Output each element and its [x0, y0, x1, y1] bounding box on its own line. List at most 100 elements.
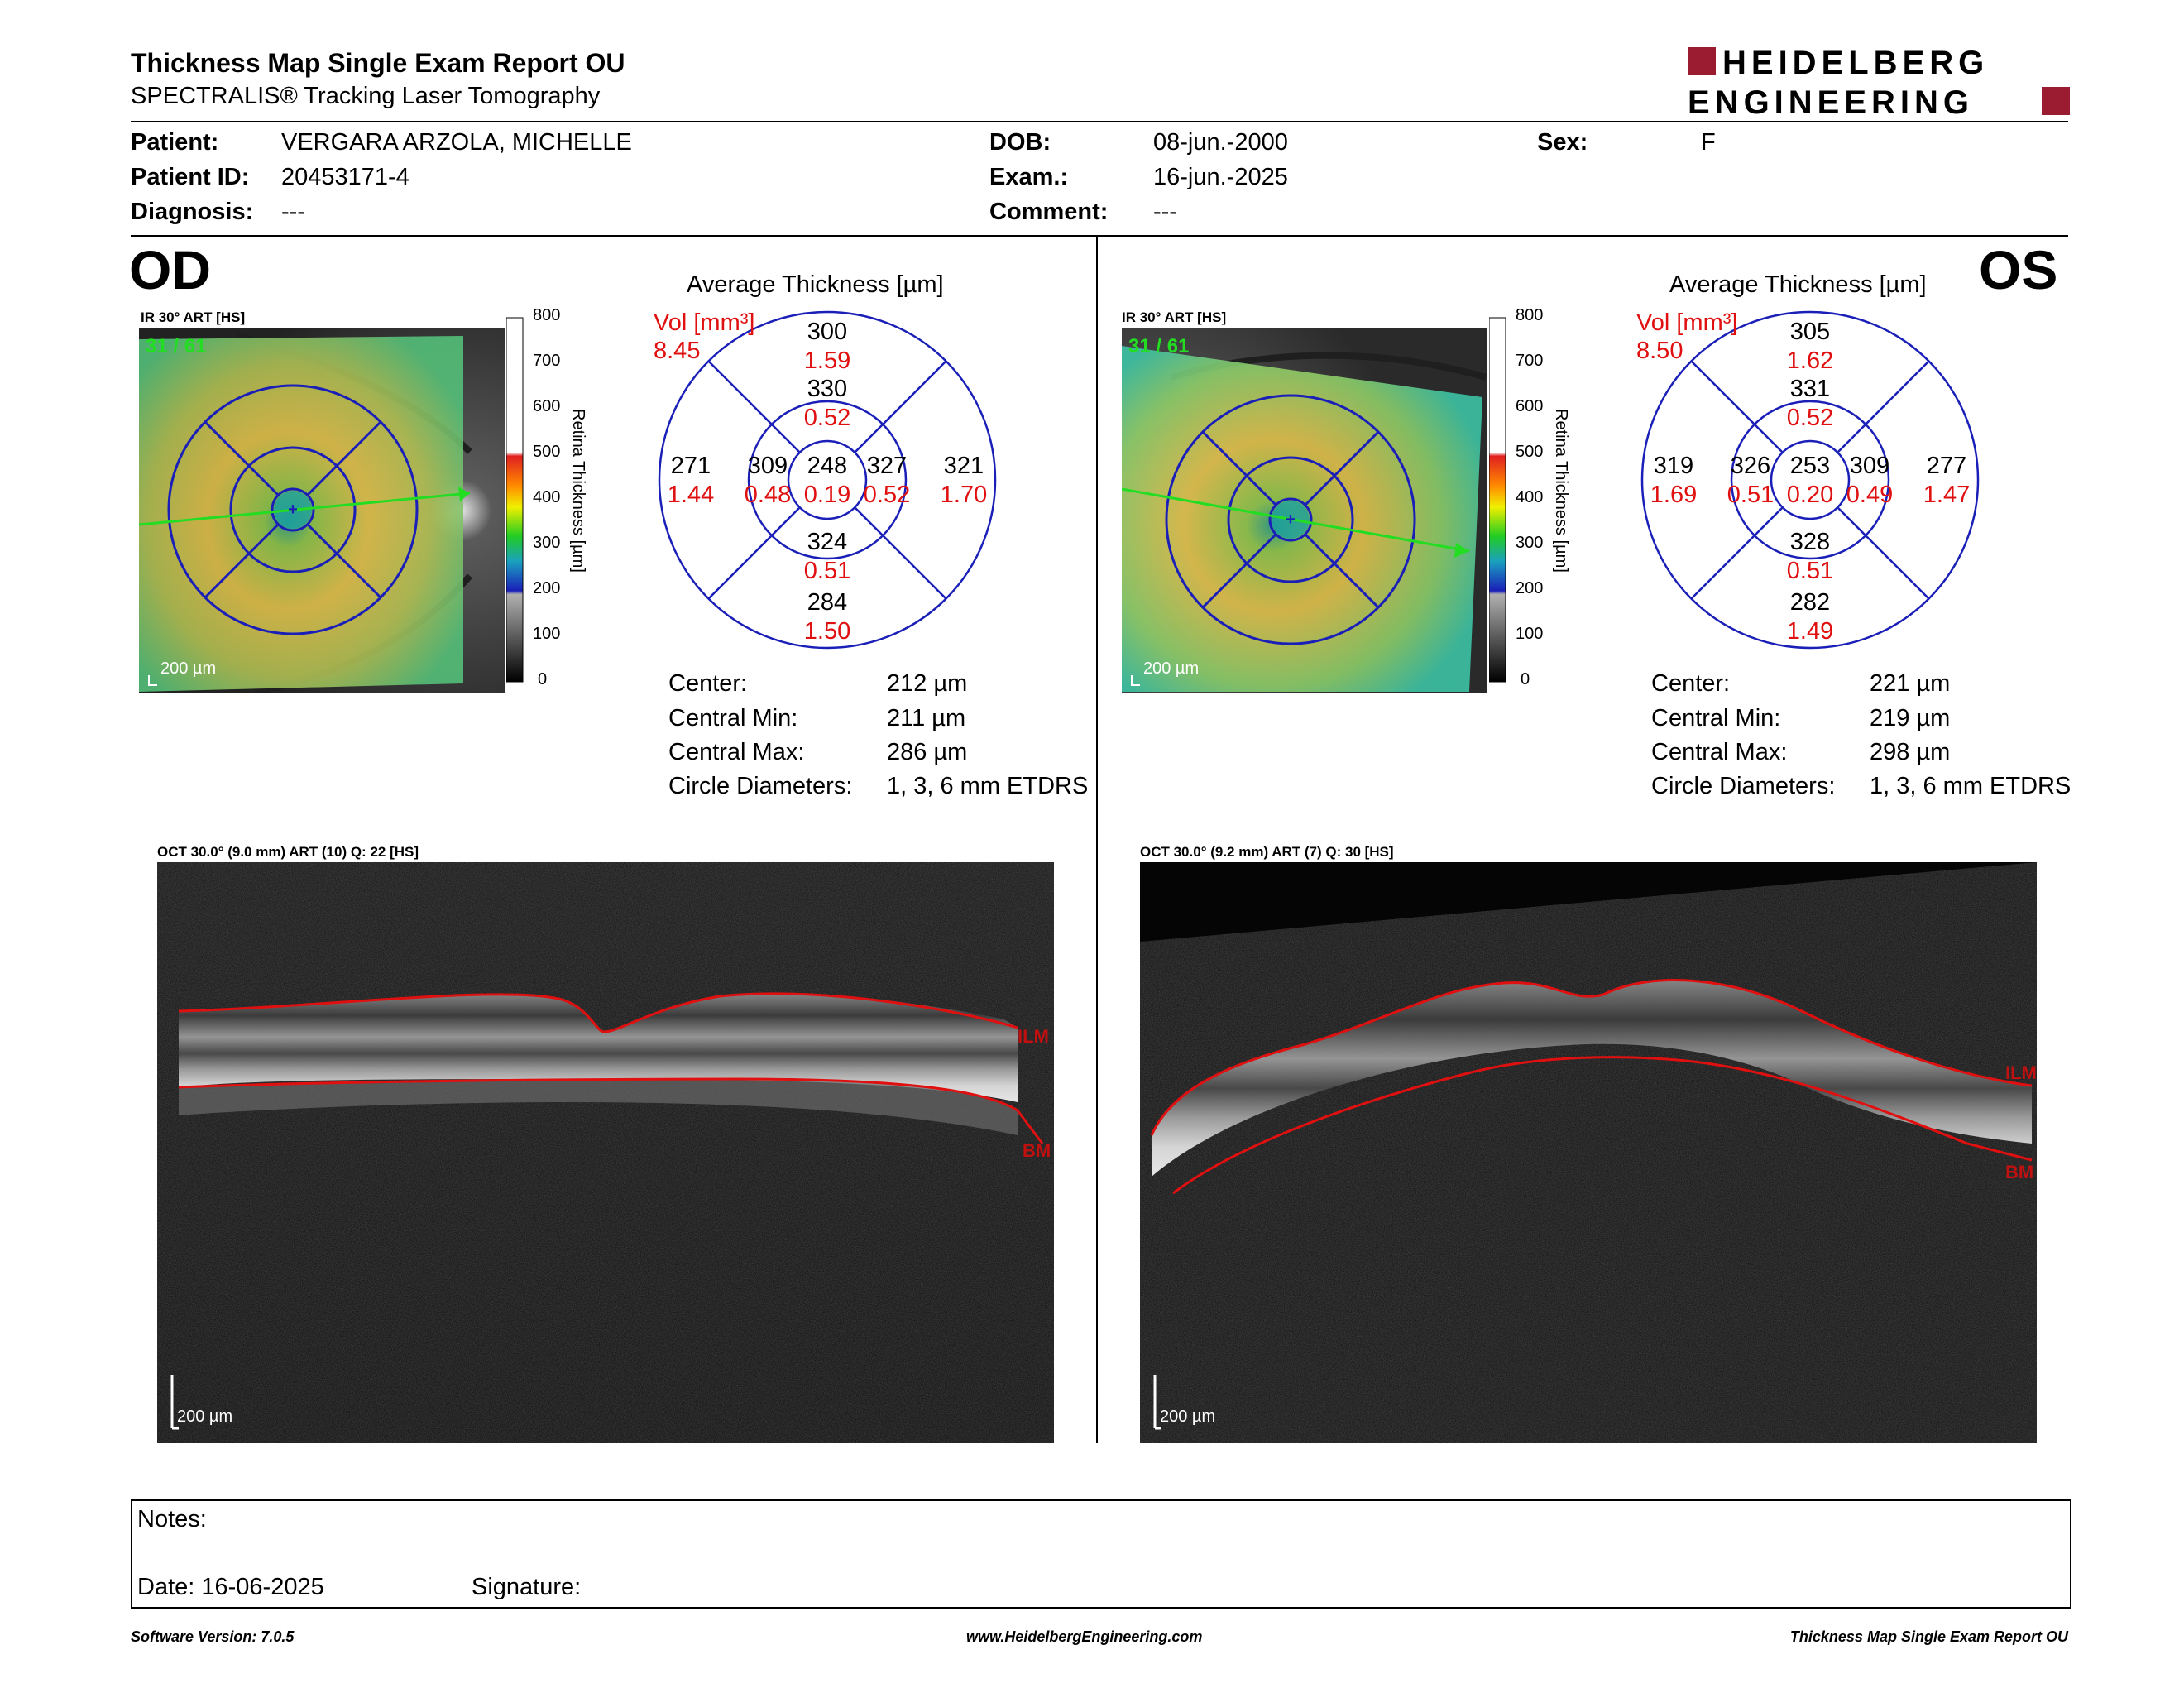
od-max-value: 286 µm — [887, 739, 968, 765]
od-diam-value: 1, 3, 6 mm ETDRS — [887, 773, 1089, 799]
diagnosis-label: Diagnosis: — [131, 199, 254, 225]
patient-id: 20453171-4 — [281, 164, 410, 190]
signature-label: Signature: — [472, 1574, 582, 1600]
od-outer-right-thick: 321 — [944, 453, 984, 479]
os-outer-left-vol: 1.69 — [1650, 482, 1697, 508]
report-title: Thickness Map Single Exam Report OU — [131, 48, 625, 78]
os-inner-right-vol: 0.49 — [1846, 482, 1893, 508]
od-center-value: 212 µm — [887, 670, 968, 697]
od-outer-sup-vol: 1.59 — [804, 348, 850, 374]
os-center-label: Center: — [1651, 670, 1731, 697]
os-ir-scale: 200 µm — [1143, 659, 1199, 678]
od-ilm-label: ILM — [1018, 1026, 1049, 1047]
patient-id-label: Patient ID: — [131, 164, 250, 190]
os-min-label: Central Min: — [1651, 705, 1781, 731]
notes-label: Notes: — [137, 1506, 207, 1532]
od-inner-inf-vol: 0.51 — [804, 558, 850, 584]
diagnosis-value: --- — [281, 199, 305, 225]
os-color-scale-bar — [1489, 317, 1506, 683]
exam-label: Exam.: — [989, 164, 1069, 190]
od-oct-scale: 200 µm — [177, 1407, 232, 1426]
od-ir-caption: IR 30° ART [HS] — [141, 309, 246, 325]
od-center-label: Center: — [668, 670, 748, 697]
od-outer-inf-thick: 284 — [807, 589, 847, 616]
od-min-value: 211 µm — [887, 705, 966, 731]
od-max-label: Central Max: — [668, 739, 805, 765]
os-diam-label: Circle Diameters: — [1651, 773, 1836, 799]
od-scale-ticks: 800 700 600 500 400 300 200 100 0 — [533, 306, 582, 688]
dob-value: 08-jun.-2000 — [1153, 129, 1288, 156]
od-total-volume: 8.45 — [654, 338, 701, 364]
patient-rule — [131, 235, 2068, 237]
od-outer-left-vol: 1.44 — [668, 482, 714, 508]
od-diam-label: Circle Diameters: — [668, 773, 853, 799]
os-outer-left-thick: 319 — [1654, 453, 1693, 479]
os-oct-scale: 200 µm — [1160, 1407, 1215, 1426]
os-outer-sup-thick: 305 — [1790, 319, 1830, 345]
sex-value: F — [1701, 129, 1716, 156]
os-outer-right-thick: 277 — [1927, 453, 1966, 479]
scale-tick: 200 — [1516, 579, 1544, 597]
od-outer-inf-vol: 1.50 — [804, 618, 850, 645]
os-max-value: 298 µm — [1870, 739, 1951, 765]
od-inner-sup-thick: 330 — [807, 376, 847, 402]
od-color-scale-bar — [506, 317, 524, 683]
os-inner-left-vol: 0.51 — [1727, 482, 1774, 508]
od-outer-sup-thick: 300 — [807, 319, 847, 345]
od-inner-left-vol: 0.48 — [745, 482, 791, 508]
os-etdrs-grid: 305 1.62 331 0.52 253 0.20 326 0.51 309 … — [1640, 310, 1980, 650]
os-inner-sup-vol: 0.52 — [1787, 405, 1833, 431]
od-inner-inf-thick: 324 — [807, 529, 847, 555]
os-ilm-label: ILM — [2005, 1062, 2037, 1083]
od-oct-caption: OCT 30.0° (9.0 mm) ART (10) Q: 22 [HS] — [157, 844, 419, 860]
date-label: Date: 16-06-2025 — [137, 1574, 324, 1600]
scale-tick: 600 — [533, 397, 561, 415]
od-inner-sup-vol: 0.52 — [804, 405, 850, 431]
comment-value: --- — [1153, 199, 1177, 225]
notes-box[interactable]: Notes: Date: 16-06-2025 Signature: — [131, 1499, 2071, 1609]
od-inner-right-thick: 327 — [867, 453, 907, 479]
od-etdrs-grid: 300 1.59 330 0.52 248 0.19 309 0.48 327 … — [658, 310, 997, 650]
header-rule — [131, 121, 2068, 122]
scale-tick: 800 — [1516, 306, 1544, 324]
scale-tick: 800 — [533, 306, 561, 324]
os-scale-ticks: 800 700 600 500 400 300 200 100 0 — [1516, 306, 1565, 688]
scale-tick: 0 — [538, 670, 548, 688]
os-frame-counter: 31 / 61 — [1128, 335, 1189, 357]
exam-value: 16-jun.-2025 — [1153, 164, 1288, 190]
od-ir-scale: 200 µm — [160, 659, 216, 678]
scale-tick: 500 — [1516, 443, 1544, 461]
os-outer-right-vol: 1.47 — [1923, 482, 1970, 508]
os-bm-label: BM — [2005, 1162, 2033, 1182]
od-inner-right-vol: 0.52 — [864, 482, 910, 508]
os-inner-right-thick: 309 — [1850, 453, 1889, 479]
svg-text:+: + — [288, 501, 298, 519]
patient-label: Patient: — [131, 129, 219, 156]
svg-text:+: + — [1286, 511, 1296, 529]
od-scale-title: Retina Thickness [µm] — [569, 409, 587, 573]
os-diam-value: 1, 3, 6 mm ETDRS — [1870, 773, 2071, 799]
os-inner-sup-thick: 331 — [1790, 376, 1830, 402]
scale-tick: 500 — [533, 443, 561, 461]
od-vol-label: Vol [mm³] — [654, 309, 755, 336]
footer-website[interactable]: www.HeidelbergEngineering.com — [966, 1628, 1203, 1645]
sex-label: Sex: — [1537, 129, 1588, 156]
os-avg-title: Average Thickness [µm] — [1669, 271, 1927, 298]
od-inner-left-thick: 309 — [748, 453, 788, 479]
os-max-label: Central Max: — [1651, 739, 1788, 765]
os-inner-inf-vol: 0.51 — [1787, 558, 1833, 584]
logo-line2: ENGINEERING — [1688, 84, 1974, 118]
os-vol-label: Vol [mm³] — [1636, 309, 1738, 336]
dob-label: DOB: — [989, 129, 1051, 156]
os-oct-bscan: ILM BM 200 µm — [1140, 862, 2037, 1443]
scale-tick: 600 — [1516, 397, 1544, 415]
os-outer-sup-vol: 1.62 — [1787, 348, 1833, 374]
od-outer-right-vol: 1.70 — [941, 482, 987, 508]
scale-tick: 700 — [533, 352, 561, 370]
patient-name: VERGARA ARZOLA, MICHELLE — [281, 129, 632, 156]
os-eye-label: OS — [1979, 239, 2058, 300]
os-total-volume: 8.50 — [1636, 338, 1684, 364]
scale-tick: 700 — [1516, 352, 1544, 370]
os-inner-left-thick: 326 — [1731, 453, 1770, 479]
os-center-thick: 253 — [1790, 453, 1830, 479]
